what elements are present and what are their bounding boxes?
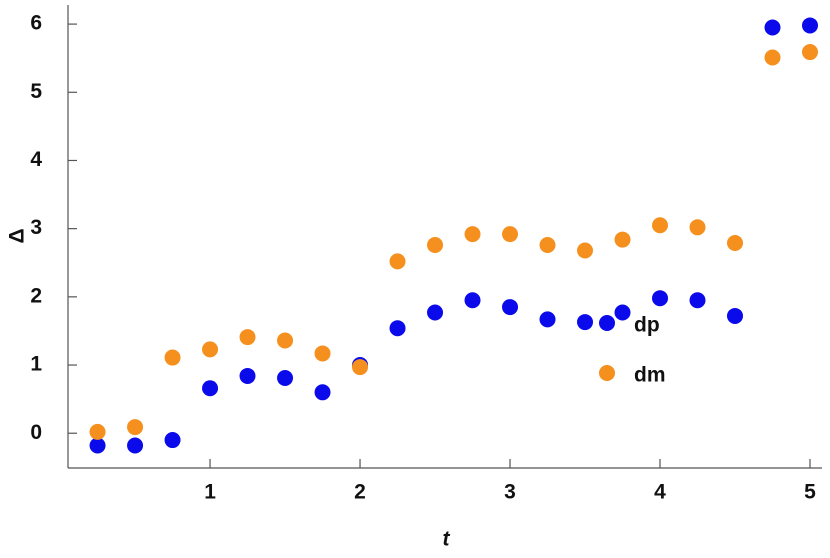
point [802,44,819,61]
point [727,234,744,251]
x-axis-title: t [443,528,451,551]
point [89,423,106,440]
legend-marker [599,315,615,331]
point [127,419,144,436]
point [314,384,331,401]
point [164,432,181,449]
point [427,304,444,321]
legend-marker [599,365,615,381]
point [389,320,406,337]
point [389,253,406,270]
point [614,304,631,321]
point [239,367,256,384]
y-tick-label: 5 [30,80,42,103]
point [539,237,556,254]
point [239,329,256,346]
point [689,292,706,309]
point [352,359,369,376]
point [202,341,219,358]
point [727,307,744,324]
point [577,242,594,259]
point [164,349,181,366]
legend-label: dm [634,364,666,387]
point [277,332,294,349]
x-tick-label: 1 [204,481,216,504]
point [464,292,481,309]
y-tick-label: 0 [30,421,42,444]
x-tick-label: 2 [354,481,366,504]
y-axis-title: Δ [6,228,29,243]
point [539,311,556,328]
point [764,19,781,36]
x-tick-label: 5 [804,481,816,504]
point [277,369,294,386]
point [764,49,781,66]
y-tick-label: 2 [30,284,42,307]
y-tick-label: 1 [30,353,42,376]
point [464,226,481,243]
point [689,219,706,236]
point [314,345,331,362]
x-tick-label: 4 [654,481,666,504]
point [127,437,144,454]
legend-label: dp [634,314,660,337]
point [802,17,819,34]
y-tick-label: 3 [30,216,42,239]
point [652,290,669,307]
y-tick-label: 6 [30,12,42,35]
point [614,231,631,248]
y-tick-label: 4 [30,148,42,171]
point [202,380,219,397]
point [502,226,519,243]
point [652,217,669,234]
point [89,437,106,454]
x-tick-label: 3 [504,481,516,504]
point [427,237,444,254]
point [502,299,519,316]
point [577,314,594,331]
